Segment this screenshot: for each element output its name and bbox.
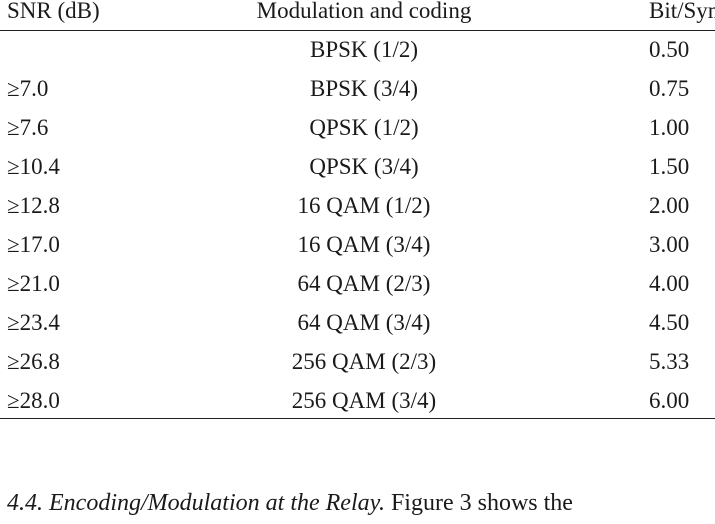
- table-row: ≥26.8 256 QAM (2/3) 5.33: [0, 343, 715, 381]
- bottom-rule: [0, 418, 715, 419]
- cell-modulation: QPSK (3/4): [309, 154, 419, 179]
- cell-modulation: 64 QAM (3/4): [297, 310, 431, 335]
- cell-bit-per-symbol: 1.00: [649, 115, 690, 140]
- cell-bit-per-symbol: 2.00: [649, 193, 690, 218]
- cell-snr: ≥12.8: [7, 193, 60, 218]
- paragraph-text: Figure 3 shows the: [390, 490, 573, 516]
- cell-bit-per-symbol: 4.50: [649, 310, 690, 335]
- cell-modulation: 16 QAM (1/2): [297, 193, 431, 218]
- table-row: ≥10.4 QPSK (3/4) 1.50: [0, 148, 715, 186]
- cell-bit-per-symbol: 3.00: [649, 232, 690, 257]
- table-header-row: SNR (dB) Modulation and coding Bit/Sym: [0, 0, 715, 30]
- cell-snr: ≥17.0: [7, 232, 60, 257]
- cell-modulation: BPSK (3/4): [310, 76, 418, 101]
- cell-snr: ≥23.4: [7, 310, 60, 335]
- cell-snr: ≥28.0: [7, 388, 60, 413]
- cell-modulation: 256 QAM (3/4): [291, 388, 437, 413]
- cell-modulation: 64 QAM (2/3): [297, 271, 431, 296]
- table-row: ≥17.0 16 QAM (3/4) 3.00: [0, 226, 715, 264]
- cell-bit-per-symbol: 0.75: [649, 76, 690, 101]
- table-row: ≥12.8 16 QAM (1/2) 2.00: [0, 187, 715, 225]
- cell-bit-per-symbol: 1.50: [649, 154, 690, 179]
- section-heading: 4.4. Encoding/Modulation at the Relay.: [7, 490, 385, 516]
- cell-bit-per-symbol: 0.50: [649, 37, 690, 62]
- cell-snr: ≥7.0: [7, 76, 49, 101]
- cell-snr: ≥21.0: [7, 271, 60, 296]
- header-snr: SNR (dB): [7, 0, 100, 23]
- cell-modulation: 256 QAM (2/3): [291, 349, 437, 374]
- header-modulation: Modulation and coding: [256, 0, 472, 23]
- cell-bit-per-symbol: 5.33: [649, 349, 690, 374]
- cell-modulation: BPSK (1/2): [310, 37, 418, 62]
- table-row: ≥21.0 64 QAM (2/3) 4.00: [0, 265, 715, 303]
- header-rule: [0, 30, 715, 31]
- cell-snr: ≥10.4: [7, 154, 60, 179]
- cell-snr: ≥26.8: [7, 349, 60, 374]
- cell-modulation: QPSK (1/2): [309, 115, 419, 140]
- table-row: BPSK (1/2) 0.50: [0, 31, 715, 69]
- header-bit-per-symbol: Bit/Sym: [649, 0, 715, 23]
- body-paragraph: 4.4. Encoding/Modulation at the Relay. F…: [7, 488, 573, 518]
- table-row: ≥7.0 BPSK (3/4) 0.75: [0, 70, 715, 108]
- table-row: ≥7.6 QPSK (1/2) 1.00: [0, 109, 715, 147]
- cell-bit-per-symbol: 4.00: [649, 271, 690, 296]
- cell-snr: ≥7.6: [7, 115, 49, 140]
- cell-bit-per-symbol: 6.00: [649, 388, 690, 413]
- table-row: ≥28.0 256 QAM (3/4) 6.00: [0, 382, 715, 420]
- cell-modulation: 16 QAM (3/4): [297, 232, 431, 257]
- table-row: ≥23.4 64 QAM (3/4) 4.50: [0, 304, 715, 342]
